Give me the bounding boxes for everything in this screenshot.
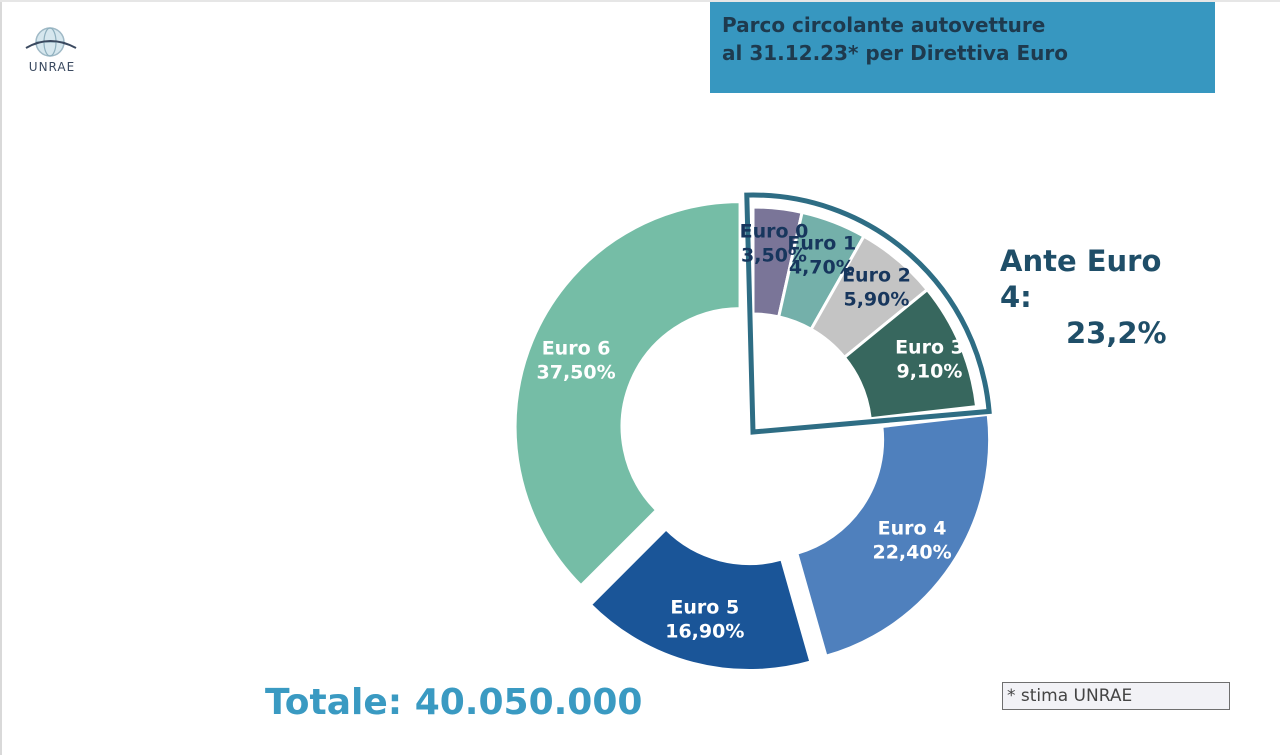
slice-euro-3 [842,287,979,421]
label-euro-1-name: Euro 1 [787,232,856,254]
label-euro-0-value: 3,50% [741,245,807,267]
title-box: Parco circolante autovetture al 31.12.23… [710,2,1215,93]
slide-border-left [0,0,2,755]
slice-euro-5 [588,526,813,673]
callout-value: 23,2% [1066,316,1167,350]
label-euro-4-value: 22,40% [872,542,951,564]
slice-euro-6 [513,200,742,588]
footnote-box: * stima UNRAE [1002,682,1230,710]
title-line-2: al 31.12.23* per Direttiva Euro [722,41,1068,65]
ante-euro4-highlight-frame [744,192,992,435]
label-euro-6-name: Euro 6 [542,338,611,360]
total-label: Totale: 40.050.000 [265,682,643,723]
title-line-1: Parco circolante autovetture [722,13,1046,37]
slice-euro-4 [794,412,992,659]
globe-icon [25,27,77,57]
label-euro-0-name: Euro 0 [740,221,809,243]
label-euro-4-name: Euro 4 [878,518,947,540]
label-euro-6-value: 37,50% [537,362,616,384]
slide-border-top [0,0,1280,2]
callout-label: Ante Euro 4: [1000,244,1162,314]
label-euro-1-value: 4,70% [789,256,855,278]
ante-euro4-callout: Ante Euro 4: 23,2% [1000,243,1200,351]
logo-text: UNRAE [28,60,76,74]
label-euro-5-name: Euro 5 [670,596,739,618]
unrae-logo: UNRAE [22,24,82,76]
label-euro-2-name: Euro 2 [842,265,911,287]
label-euro-5-value: 16,90% [665,620,744,642]
label-euro-3-value: 9,10% [896,361,962,383]
label-euro-3-name: Euro 3 [895,337,964,359]
label-euro-2-value: 5,90% [843,289,909,311]
